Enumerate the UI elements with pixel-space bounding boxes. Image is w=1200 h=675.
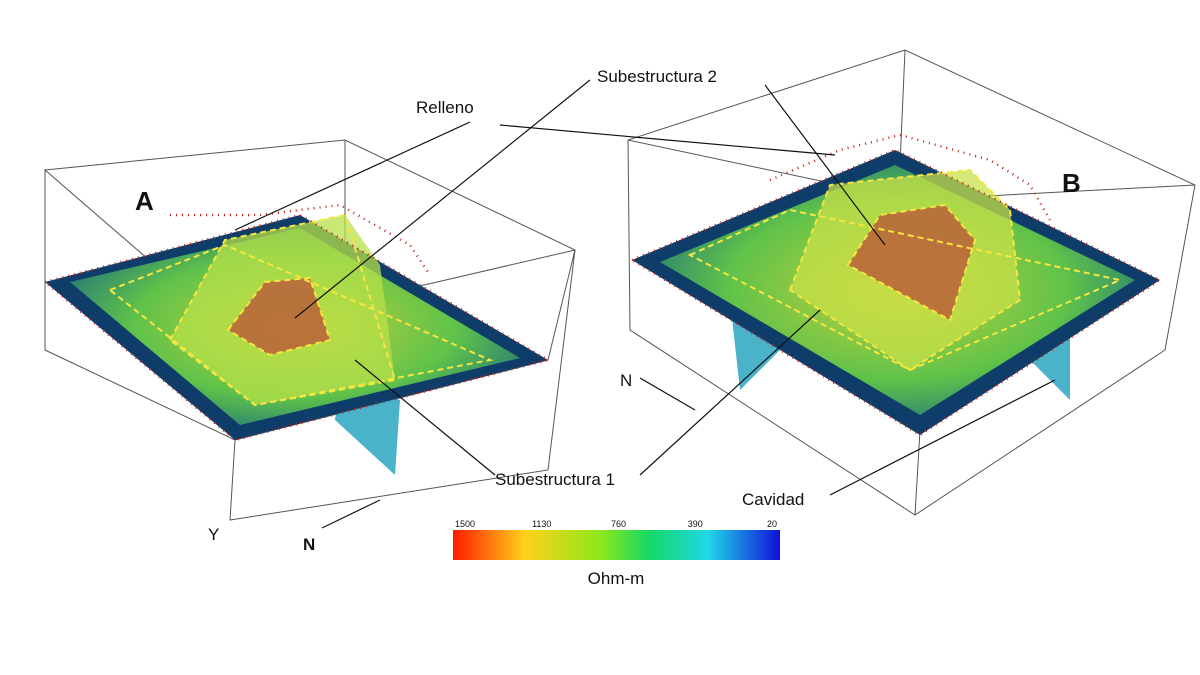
leader (764, 84, 886, 246)
leaders (234, 79, 1056, 529)
leader (639, 309, 821, 476)
model-b (627, 49, 1196, 516)
outline (846, 203, 977, 322)
box (899, 49, 906, 166)
points (170, 203, 432, 276)
points (629, 148, 1163, 437)
panel-label: B (1062, 168, 1081, 198)
north-label: N (620, 371, 632, 390)
colorbar-unit: Ohm-m (588, 569, 645, 588)
north-arrow (321, 499, 381, 529)
outline (108, 243, 494, 407)
colorbar-tick-label: 1500 (455, 519, 475, 529)
outline (687, 208, 1124, 372)
colorbar-tick-label: 20 (767, 519, 777, 529)
annotation: Relleno (416, 98, 474, 117)
outline (168, 213, 397, 407)
leader (234, 121, 471, 231)
panel-label: A (135, 186, 154, 216)
colorbar-tick-label: 390 (688, 519, 703, 529)
axis-label: Y (208, 525, 219, 544)
annotation: Cavidad (742, 490, 804, 509)
leader (829, 379, 1056, 496)
box (229, 249, 576, 521)
leader (354, 359, 496, 476)
north-arrow (639, 377, 696, 411)
colorbar-gradient (453, 530, 780, 560)
north-label: N (303, 535, 315, 554)
colorbar-tick-label: 760 (611, 519, 626, 529)
outline (226, 276, 332, 357)
box (914, 429, 921, 516)
leader (294, 79, 591, 319)
annotation: Subestructura 2 (597, 67, 717, 86)
annotation: Subestructura 1 (495, 470, 615, 489)
model-a (42, 139, 576, 521)
leader (499, 124, 836, 156)
colorbar: Ohm-m 1500 1130 760 390 20 (453, 519, 780, 588)
top (848, 205, 975, 320)
colorbar-tick-label: 1130 (532, 519, 551, 529)
